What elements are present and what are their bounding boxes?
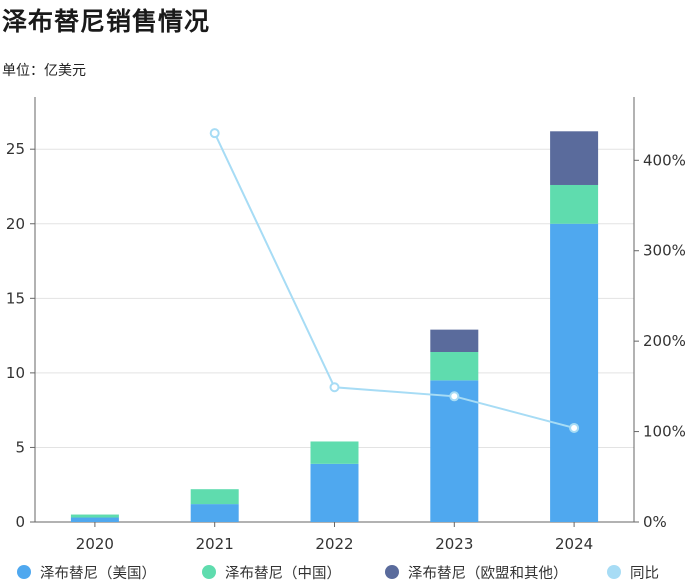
x-tick-label: 2022 <box>315 535 353 553</box>
y-right-tick-label: 400% <box>643 151 686 169</box>
y-right-tick-label: 100% <box>643 423 686 441</box>
bar-segment <box>430 352 479 381</box>
y-left-tick-label: 10 <box>6 364 25 382</box>
y-left-tick-label: 20 <box>6 215 25 233</box>
line-point <box>329 382 340 393</box>
legend-label: 同比 <box>630 565 659 582</box>
x-tick-label: 2024 <box>555 535 593 553</box>
legend-marker <box>17 565 31 579</box>
legend-label: 泽布替尼（美国） <box>40 565 156 582</box>
chart-title: 泽布替尼销售情况 <box>2 7 211 36</box>
y-left-tick-label: 0 <box>15 513 25 531</box>
y-left-tick-label: 15 <box>6 289 25 307</box>
bar-segment <box>310 463 359 522</box>
y-left-tick-label: 5 <box>15 438 25 456</box>
y-left-tick-label: 25 <box>6 140 25 158</box>
line-point <box>209 128 220 139</box>
legend-label: 泽布替尼（欧盟和其他） <box>408 565 568 582</box>
legend-marker <box>607 565 621 579</box>
chart-subtitle: 单位：亿美元 <box>2 63 86 79</box>
line-point <box>569 422 580 433</box>
bar-segment <box>430 329 479 352</box>
bar-segment <box>70 517 119 522</box>
line-series-yoy <box>213 132 575 429</box>
y-right-tick-label: 300% <box>643 242 686 260</box>
line-point <box>449 391 460 402</box>
bar-segment <box>190 504 239 522</box>
x-tick-label: 2020 <box>76 535 114 553</box>
bar-segment <box>310 441 359 464</box>
legend-label: 泽布替尼（中国） <box>225 565 341 582</box>
bar-segment <box>430 380 479 522</box>
bar-segment <box>550 223 599 522</box>
legend-marker <box>385 565 399 579</box>
y-right-tick-label: 0% <box>643 513 667 531</box>
bar-segment <box>70 514 119 518</box>
y-right-tick-label: 200% <box>643 332 686 350</box>
legend-marker <box>202 565 216 579</box>
bar-segment <box>550 131 599 185</box>
bar-segment <box>190 489 239 505</box>
x-tick-label: 2023 <box>435 535 473 553</box>
bar-segment <box>550 184 599 224</box>
x-tick-label: 2021 <box>196 535 234 553</box>
